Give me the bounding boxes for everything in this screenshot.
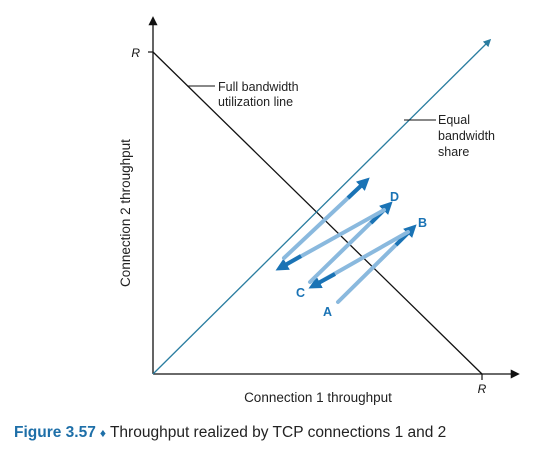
equal-share-line [152,38,492,375]
throughput-trajectory [275,177,417,304]
y-max-label: R [131,46,140,60]
figure-caption: Figure 3.57 ♦ Throughput realized by TCP c… [14,424,554,442]
point-label-c: C [296,286,305,300]
decrease-b-to-c-head [308,272,336,289]
full-bandwidth-label-line1: Full bandwidth [218,80,299,94]
decrease-d-head [275,254,302,271]
full-bandwidth-label-line2: utilization line [218,95,293,109]
y-axis-label: Connection 2 throughput [118,139,133,287]
x-max-label: R [478,382,487,396]
equal-share-label-line3: share [438,145,469,159]
point-label-a: A [323,305,332,319]
full-bandwidth-label: Full bandwidth utilization line [218,80,302,109]
diamond-icon: ♦ [99,426,106,440]
figure-number: Figure 3.57 [14,424,96,441]
tcp-fairness-diagram: R R Full bandwidth utilization line Equa… [118,16,520,405]
point-label-d: D [390,190,399,204]
equal-share-label-line1: Equal [438,113,470,127]
x-axis-label: Connection 1 throughput [244,390,392,405]
equal-share-label-line2: bandwidth [438,129,495,143]
full-bandwidth-line [152,51,483,375]
point-label-b: B [418,216,427,230]
increase-a-to-b-head [394,224,417,247]
increase-after-d-head [346,177,370,200]
caption-text: Throughput realized by TCP connections 1… [109,424,447,441]
equal-share-label: Equal bandwidth share [438,113,498,159]
